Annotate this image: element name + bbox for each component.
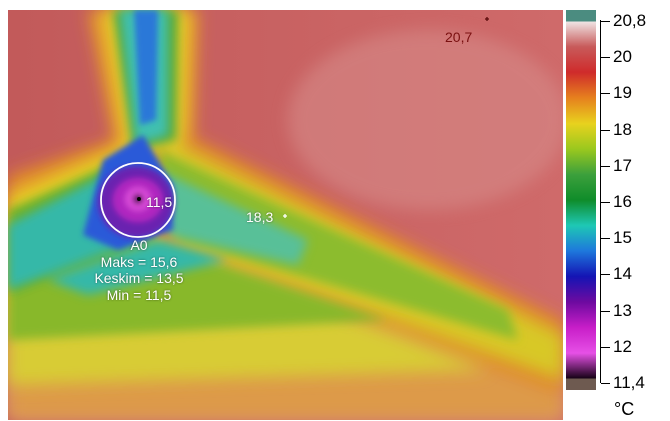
color-scale-bar: [566, 10, 596, 390]
area-min: Min = 11,5: [106, 286, 172, 303]
area-statistics: A0 Maks = 15,6 Keskim = 13,5 Min = 11,5: [72, 237, 206, 303]
scale-tick: 11,4: [596, 373, 666, 392]
scale-tick-mark: [601, 274, 610, 276]
scale-tick-mark: [601, 383, 610, 384]
scale-tick: 16: [596, 192, 666, 211]
scale-tick-mark: [601, 310, 610, 312]
scale-tick-label: 17: [613, 155, 632, 175]
temperature-unit: °C: [614, 399, 635, 419]
scale-tick-label: 16: [613, 192, 632, 211]
scale-tick: 15: [596, 228, 666, 247]
center-spot-marker: [283, 214, 287, 218]
scale-tick-mark: [601, 202, 610, 203]
scale-tick-mark: [601, 346, 610, 348]
scale-tick: 18: [596, 120, 666, 139]
cold-spot-temperature: 11,5: [146, 194, 173, 210]
scale-tick: 13: [596, 301, 666, 320]
scale-tick-mark: [601, 129, 610, 131]
thermal-image: [8, 10, 563, 420]
scale-tick-label: 13: [613, 300, 632, 320]
scale-tick-mark: [601, 238, 610, 240]
center-spot-temperature: 18,3: [246, 209, 274, 225]
scale-tick-label: 15: [613, 228, 632, 248]
scale-tick: 12: [596, 337, 666, 356]
scale-tick-label: 11,4: [613, 373, 645, 392]
hot-spot-marker: [485, 17, 489, 21]
scale-tick: 19: [596, 83, 666, 102]
area-name: A0: [130, 237, 148, 253]
scale-tick: 20,8: [596, 11, 666, 30]
scale-tick-label: 14: [613, 264, 632, 284]
scale-tick-mark: [601, 93, 610, 95]
scale-bracket: [600, 20, 601, 383]
scale-tick-mark: [601, 57, 610, 59]
scale-tick-label: 18: [613, 119, 632, 139]
measurement-area-circle: [100, 162, 176, 238]
scale-tick-label: 20: [613, 47, 632, 67]
scale-tick-label: 20,8: [613, 11, 647, 30]
scale-tick-label: 12: [613, 336, 632, 356]
scale-tick-mark: [601, 165, 610, 167]
area-max: Maks = 15,6: [100, 253, 178, 270]
scale-tick: 14: [596, 264, 666, 283]
scale-tick: 20: [596, 47, 666, 66]
scale-tick: 17: [596, 156, 666, 175]
cold-spot-marker: [137, 197, 141, 201]
hot-spot-temperature: 20,7: [445, 29, 473, 45]
scale-tick-mark: [601, 21, 610, 22]
scale-tick-label: 19: [613, 83, 632, 103]
area-avg: Keskim = 13,5: [94, 270, 184, 286]
